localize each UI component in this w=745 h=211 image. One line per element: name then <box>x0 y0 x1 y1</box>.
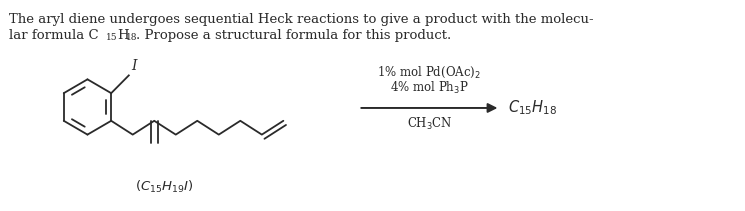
Text: $(C_{15}H_{19}I)$: $(C_{15}H_{19}I)$ <box>135 179 193 195</box>
Text: lar formula C: lar formula C <box>9 29 99 42</box>
Text: $C_{15}H_{18}$: $C_{15}H_{18}$ <box>508 99 557 117</box>
Text: 15: 15 <box>106 33 118 42</box>
Text: 18: 18 <box>126 33 137 42</box>
Text: . Propose a structural formula for this product.: . Propose a structural formula for this … <box>136 29 451 42</box>
Text: CH$_3$CN: CH$_3$CN <box>407 116 452 132</box>
Text: H: H <box>117 29 128 42</box>
Text: I: I <box>131 60 136 73</box>
Text: 1% mol Pd(OAc)$_2$: 1% mol Pd(OAc)$_2$ <box>378 65 481 80</box>
Text: The aryl diene undergoes sequential Heck reactions to give a product with the mo: The aryl diene undergoes sequential Heck… <box>9 13 594 26</box>
Text: 4% mol Ph$_3$P: 4% mol Ph$_3$P <box>390 80 469 96</box>
